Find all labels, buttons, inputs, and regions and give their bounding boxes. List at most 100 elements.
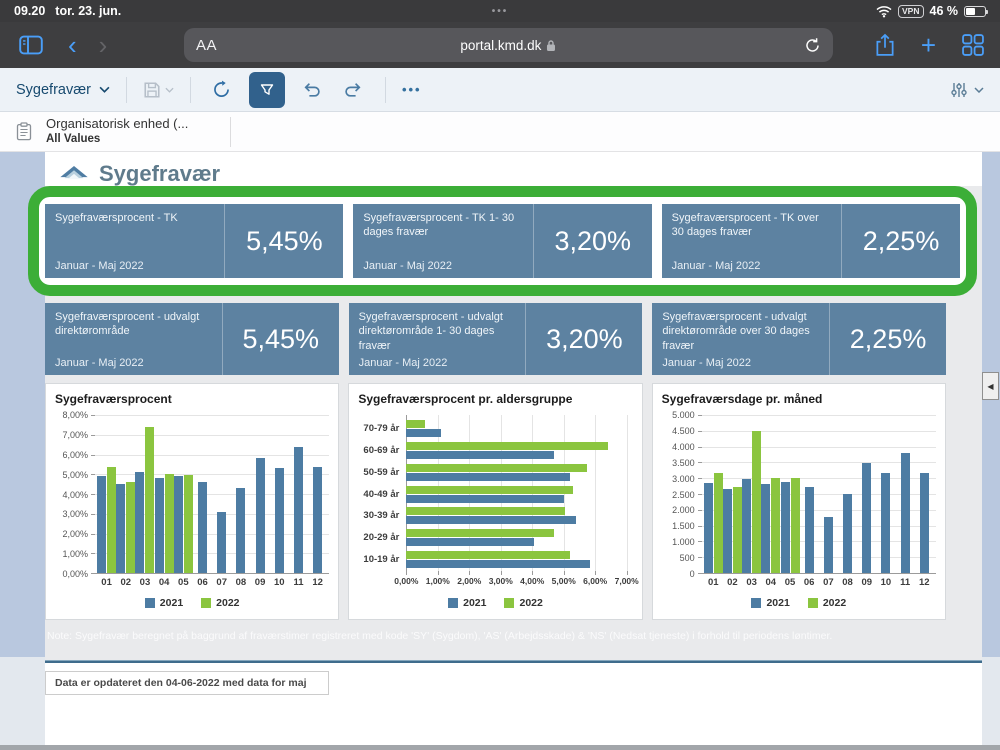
x-tick-label: 02 <box>723 577 742 588</box>
new-tab-icon[interactable]: + <box>921 32 936 58</box>
bar-2022 <box>406 464 587 472</box>
chart-title: Sygefraværsprocent pr. aldersgruppe <box>358 390 632 410</box>
bar-group-01 <box>97 415 116 573</box>
undo-button[interactable] <box>297 74 327 106</box>
x-tick-label: 01 <box>97 577 116 588</box>
bar-2022 <box>165 474 174 573</box>
legend-item-2022[interactable]: 2022 <box>504 597 542 609</box>
bar-2022 <box>752 431 761 573</box>
bar-group-03 <box>742 415 761 573</box>
y-tick-label: 3.500 <box>672 458 695 468</box>
display-options-button[interactable] <box>950 82 984 98</box>
toolbar-divider <box>126 77 127 103</box>
reload-icon[interactable] <box>804 37 821 54</box>
bar-2022 <box>771 478 780 573</box>
more-options-button[interactable]: ••• <box>402 82 422 97</box>
x-tick-label: 11 <box>896 577 915 588</box>
kpi-card-dir-long: Sygefraværsprocent - udvalgt direktøromr… <box>652 303 946 375</box>
y-axis: 8,00%7,00%6,00%5,00%4,00%3,00%2,00%1,00%… <box>55 415 95 574</box>
legend-item-2021[interactable]: 2021 <box>145 597 183 609</box>
back-button[interactable]: ‹ <box>68 32 77 58</box>
x-tick <box>532 571 533 575</box>
bar-group-07 <box>819 415 838 573</box>
x-tick-label: 09 <box>857 577 876 588</box>
chart-legend: 2021 2022 <box>55 594 329 612</box>
y-tick-label: 7,00% <box>62 430 88 440</box>
y-tick-label: 10-19 år <box>358 554 406 565</box>
legend-label: 2021 <box>160 597 183 609</box>
y-tick-label: 4.000 <box>672 442 695 452</box>
y-tick-label: 40-49 år <box>358 489 406 500</box>
bar-2021 <box>824 517 833 573</box>
save-dropdown-icon <box>165 87 174 93</box>
bar-2021 <box>294 447 303 573</box>
y-tick-label: 6,00% <box>62 450 88 460</box>
x-tick-label: 05 <box>174 577 193 588</box>
kpi-title: Sygefraværsprocent - udvalgt direktøromr… <box>662 310 819 353</box>
bar-group-10 <box>270 415 289 573</box>
reader-options-button[interactable]: AA <box>196 37 217 54</box>
legend-swatch <box>751 598 761 608</box>
y-axis: 5.0004.5004.0003.5003.0002.5002.0001.500… <box>662 415 702 574</box>
bar-group-06 <box>800 415 819 573</box>
chart-title: Sygefraværsprocent <box>55 390 329 410</box>
legend-swatch <box>145 598 155 608</box>
address-bar[interactable]: AA portal.kmd.dk <box>184 28 833 62</box>
bar-2022 <box>406 420 425 428</box>
legend-item-2021[interactable]: 2021 <box>751 597 789 609</box>
bar-2021 <box>781 482 790 573</box>
x-tick-label: 07 <box>212 577 231 588</box>
y-tick-label: 500 <box>680 553 695 563</box>
y-tick-label: 3,00% <box>62 509 88 519</box>
report-body: Sygefravær Sygefraværsprocent - TK Janua… <box>0 152 1000 750</box>
y-tick-label: 5.000 <box>672 410 695 420</box>
refresh-button[interactable] <box>207 74 237 106</box>
chart-plot-area: 8,00%7,00%6,00%5,00%4,00%3,00%2,00%1,00%… <box>55 415 329 574</box>
x-tick-label: 4,00% <box>520 576 544 586</box>
bar-group-12 <box>308 415 327 573</box>
filter-button[interactable] <box>249 72 285 108</box>
collapse-panel-button[interactable]: ◀ <box>982 372 999 400</box>
tabs-overview-icon[interactable] <box>962 34 984 56</box>
bar-2021 <box>881 473 890 573</box>
y-tick-label: 5,00% <box>62 470 88 480</box>
sidebar-toggle-icon[interactable] <box>16 29 46 61</box>
bar-group-70-79 år: 70-79 år <box>358 418 632 440</box>
battery-icon <box>964 6 986 17</box>
bar-2021 <box>313 467 322 573</box>
share-icon[interactable] <box>875 33 895 57</box>
x-tick-label: 12 <box>915 577 934 588</box>
kpi-card-tk-long: Sygefraværsprocent - TK over 30 dages fr… <box>662 204 960 278</box>
filter-divider <box>230 117 231 147</box>
y-tick-label: 70-79 år <box>358 423 406 434</box>
forward-button[interactable]: › <box>99 32 108 58</box>
bar-2021 <box>723 489 732 573</box>
x-tick-label: 10 <box>876 577 895 588</box>
bar-2021 <box>704 483 713 573</box>
bar-2021 <box>198 482 207 573</box>
x-tick-label: 09 <box>251 577 270 588</box>
bar-2022 <box>406 507 565 515</box>
chart-legend: 2021 2022 <box>662 594 936 612</box>
bar-group-30-39 år: 30-39 år <box>358 505 632 527</box>
bar-2021 <box>862 463 871 573</box>
legend-item-2022[interactable]: 2022 <box>201 597 239 609</box>
bar-group-20-29 år: 20-29 år <box>358 527 632 549</box>
filter-orgunit[interactable]: Organisatorisk enhed (... All Values <box>46 116 188 147</box>
redo-button[interactable] <box>339 74 369 106</box>
save-button[interactable] <box>143 81 174 99</box>
bar-group-11 <box>289 415 308 573</box>
view-selector[interactable]: Sygefravær <box>16 82 110 98</box>
kpi-period: Januar - Maj 2022 <box>672 260 831 272</box>
bar-group-07 <box>212 415 231 573</box>
legend-item-2021[interactable]: 2021 <box>448 597 486 609</box>
y-tick <box>91 573 95 574</box>
legend-item-2022[interactable]: 2022 <box>808 597 846 609</box>
legend-label: 2022 <box>823 597 846 609</box>
kpi-card-dir-total: Sygefraværsprocent - udvalgt direktøromr… <box>45 303 339 375</box>
footnote: Note: Sygefravær beregnet på baggrund af… <box>47 630 944 642</box>
kpi-title: Sygefraværsprocent - TK <box>55 211 214 225</box>
status-bar: 09.20 tor. 23. jun. ••• VPN 46 % <box>0 0 1000 22</box>
x-tick-label: 02 <box>116 577 135 588</box>
url-text: portal.kmd.dk <box>460 38 541 53</box>
